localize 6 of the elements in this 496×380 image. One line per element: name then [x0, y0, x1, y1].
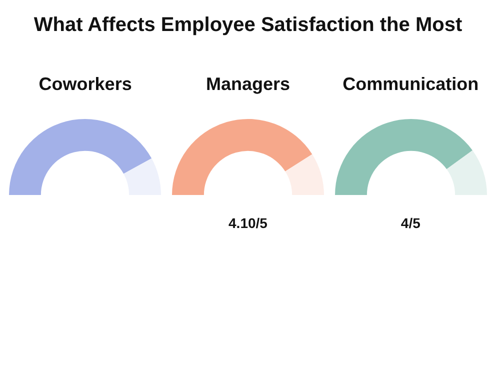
text: What Affects Employee Satisfaction the Most — [32, 13, 464, 38]
text: 4/5 — [400, 215, 422, 233]
chart-title: Managers — [204, 74, 291, 95]
chart-title: Coworkers — [38, 74, 133, 95]
chart-title: Communication — [342, 74, 480, 95]
text: 4.10/5 — [228, 215, 268, 233]
